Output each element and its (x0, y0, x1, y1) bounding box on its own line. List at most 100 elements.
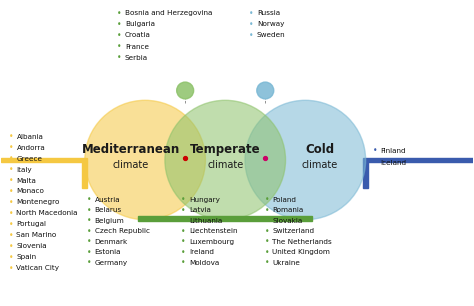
Text: Croatia: Croatia (125, 32, 151, 39)
Text: •: • (373, 146, 377, 155)
Text: •: • (9, 132, 13, 141)
Text: •: • (9, 264, 13, 273)
Text: •: • (264, 237, 269, 246)
Text: Bosnia and Herzegovina: Bosnia and Herzegovina (125, 10, 212, 16)
Text: climate: climate (113, 160, 149, 170)
Text: Finland: Finland (381, 148, 406, 154)
Text: •: • (373, 158, 377, 167)
Text: •: • (9, 187, 13, 196)
Text: •: • (87, 227, 91, 236)
Text: United Kingdom: United Kingdom (273, 249, 330, 255)
Text: •: • (87, 248, 91, 257)
Text: •: • (249, 20, 254, 29)
Text: Albania: Albania (17, 134, 43, 140)
Text: •: • (117, 20, 121, 29)
Text: •: • (117, 31, 121, 40)
Text: Serbia: Serbia (125, 55, 148, 61)
Text: •: • (249, 9, 254, 17)
Text: Latvia: Latvia (189, 207, 211, 213)
Text: Sweden: Sweden (257, 32, 285, 39)
Text: North Macedonia: North Macedonia (17, 211, 78, 216)
Text: •: • (9, 143, 13, 152)
Text: •: • (181, 237, 186, 246)
Text: •: • (9, 220, 13, 229)
Text: climate: climate (207, 160, 243, 170)
Text: Belarus: Belarus (95, 207, 122, 213)
Circle shape (177, 82, 194, 99)
Text: Montenegro: Montenegro (17, 200, 60, 205)
Text: •: • (117, 9, 121, 17)
Text: Iceland: Iceland (381, 160, 407, 166)
Text: •: • (181, 227, 186, 236)
Text: Romania: Romania (273, 207, 303, 213)
Text: •: • (9, 209, 13, 218)
Text: •: • (87, 195, 91, 204)
Text: •: • (181, 258, 186, 267)
Text: •: • (87, 258, 91, 267)
Text: •: • (87, 216, 91, 225)
Text: Denmark: Denmark (95, 239, 128, 244)
Text: Slovenia: Slovenia (17, 243, 47, 249)
Text: •: • (9, 165, 13, 174)
Text: •: • (9, 231, 13, 240)
Bar (138, 216, 312, 221)
Text: Mediterranean: Mediterranean (82, 143, 180, 156)
Text: •: • (264, 248, 269, 257)
Text: •: • (264, 258, 269, 267)
Text: Moldova: Moldova (189, 259, 219, 266)
Text: •: • (117, 53, 121, 62)
Bar (363, 162, 368, 188)
Bar (1, 158, 87, 162)
Text: Andorra: Andorra (17, 145, 45, 151)
Text: Malta: Malta (17, 177, 36, 184)
Text: •: • (181, 216, 186, 225)
Text: •: • (9, 176, 13, 185)
Text: Vatican City: Vatican City (17, 265, 59, 271)
Text: •: • (9, 154, 13, 163)
Text: •: • (87, 237, 91, 246)
Text: •: • (181, 248, 186, 257)
Text: Slovakia: Slovakia (273, 218, 302, 224)
Text: Greece: Greece (17, 155, 43, 162)
Text: Spain: Spain (17, 254, 36, 260)
Text: Cold: Cold (305, 143, 334, 156)
Text: Poland: Poland (273, 197, 296, 203)
Text: Lithuania: Lithuania (189, 218, 222, 224)
Text: •: • (9, 198, 13, 207)
Text: Austria: Austria (95, 197, 120, 203)
Text: •: • (249, 31, 254, 40)
Text: Switzerland: Switzerland (273, 228, 314, 234)
Text: Temperate: Temperate (190, 143, 261, 156)
Text: •: • (9, 253, 13, 262)
Bar (82, 162, 87, 188)
Text: Hungary: Hungary (189, 197, 220, 203)
Text: Czech Republic: Czech Republic (95, 228, 150, 234)
Text: France: France (125, 44, 149, 50)
Text: •: • (117, 42, 121, 51)
Text: Germany: Germany (95, 259, 128, 266)
Text: •: • (181, 206, 186, 215)
Text: Luxembourg: Luxembourg (189, 239, 234, 244)
Text: climate: climate (301, 160, 337, 170)
Text: Ukraine: Ukraine (273, 259, 300, 266)
Text: Italy: Italy (17, 166, 32, 173)
Text: •: • (181, 195, 186, 204)
Circle shape (85, 100, 205, 220)
Text: Liechtenstein: Liechtenstein (189, 228, 237, 234)
Text: •: • (264, 206, 269, 215)
Text: San Marino: San Marino (17, 232, 57, 238)
Text: Norway: Norway (257, 21, 284, 27)
Text: Bulgaria: Bulgaria (125, 21, 155, 27)
Text: Ireland: Ireland (189, 249, 214, 255)
Text: The Netherlands: The Netherlands (273, 239, 332, 244)
Circle shape (257, 82, 274, 99)
Text: •: • (264, 216, 269, 225)
Text: •: • (264, 227, 269, 236)
Circle shape (245, 100, 365, 220)
Text: Monaco: Monaco (17, 188, 45, 195)
Text: Belgium: Belgium (95, 218, 125, 224)
Text: •: • (264, 195, 269, 204)
Bar (363, 158, 473, 162)
Text: Portugal: Portugal (17, 221, 46, 227)
Text: •: • (9, 242, 13, 251)
